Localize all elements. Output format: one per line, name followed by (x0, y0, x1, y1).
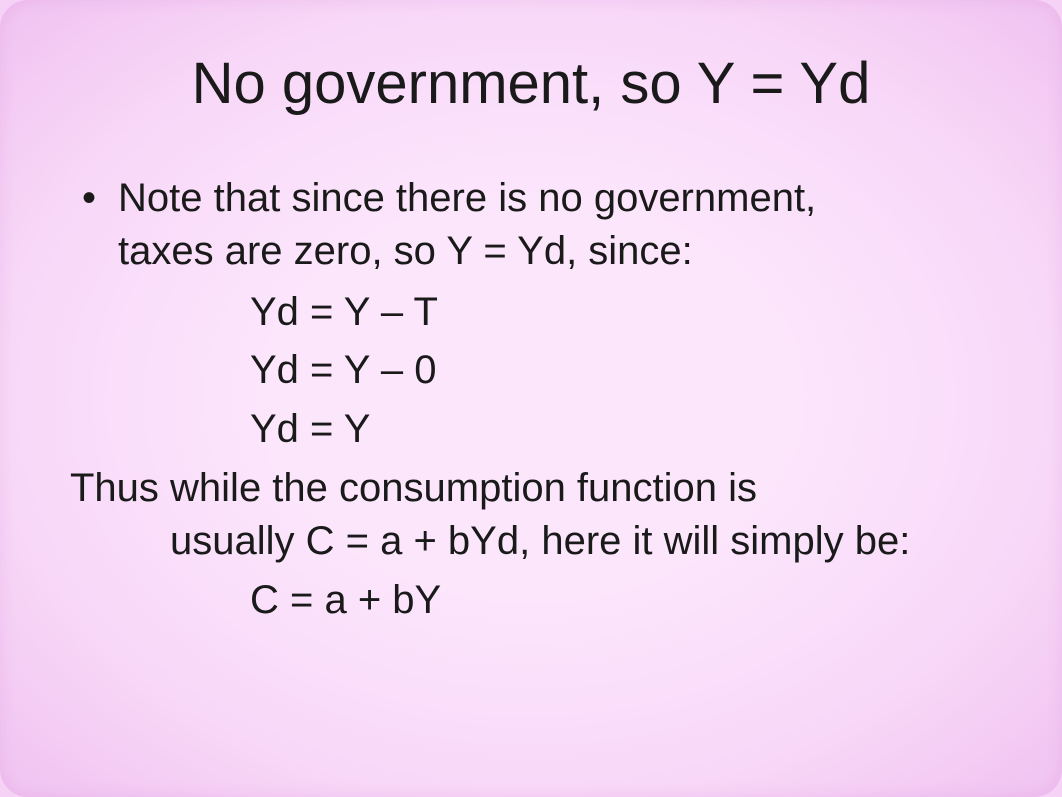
para2-line2: usually C = a + bYd, here it will simply… (70, 515, 992, 568)
equation-3: Yd = Y (70, 403, 992, 456)
bullet1-line2: taxes are zero, so Y = Yd, since: (118, 225, 992, 278)
bullet1-line1: Note that since there is no government, (118, 172, 992, 225)
equation-4: C = a + bY (70, 574, 992, 627)
slide-body: • Note that since there is no government… (70, 172, 992, 626)
slide-title: No government, so Y = Yd (70, 50, 992, 117)
bullet-text-1: Note that since there is no government, … (118, 172, 992, 278)
slide-container: No government, so Y = Yd • Note that sin… (0, 0, 1062, 797)
paragraph-2: Thus while the consumption function is u… (70, 462, 992, 568)
equation-1: Yd = Y – T (70, 286, 992, 339)
equation-2: Yd = Y – 0 (70, 344, 992, 397)
bullet-item-1: • Note that since there is no government… (70, 172, 992, 278)
para2-line1: Thus while the consumption function is (70, 462, 992, 515)
bullet-marker-icon: • (70, 172, 118, 225)
